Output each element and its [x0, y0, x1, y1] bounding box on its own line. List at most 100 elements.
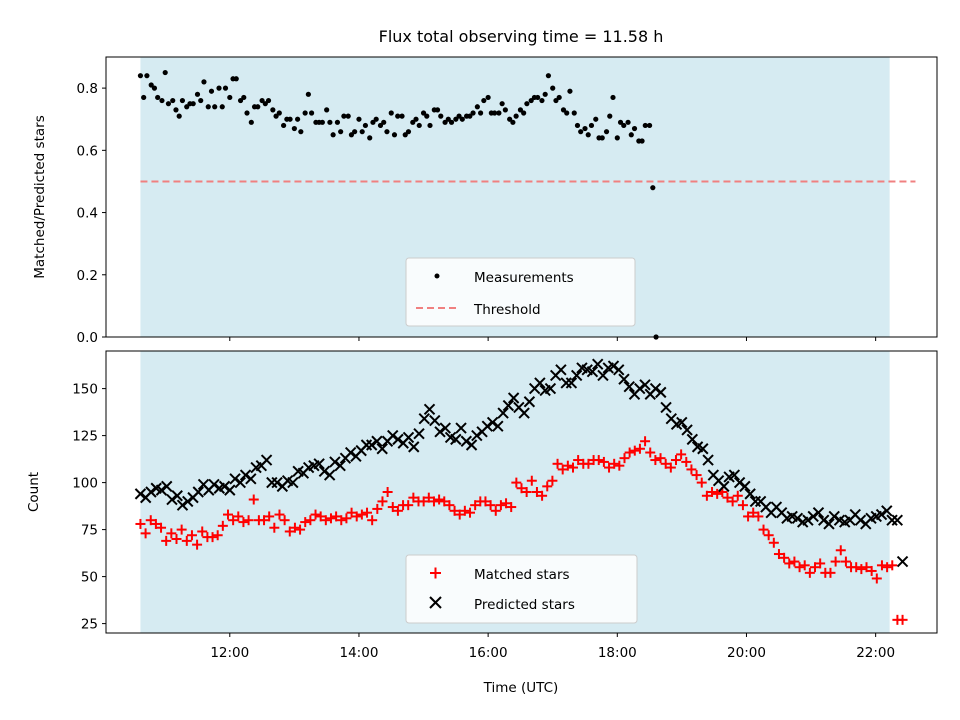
measurement-point [237, 97, 244, 104]
top-ytick-label: 0.2 [77, 268, 98, 284]
matched-star-point [449, 505, 460, 516]
matched-star-point [284, 526, 295, 537]
matched-star-point [619, 453, 630, 464]
matched-star-point [624, 447, 635, 458]
matched-star-point [403, 500, 414, 511]
measurement-point [388, 110, 394, 116]
measurement-point [416, 122, 422, 129]
measurement-point [556, 94, 562, 101]
matched-star-point [737, 500, 748, 511]
predicted-star-point [460, 435, 473, 447]
predicted-star-point [818, 514, 830, 526]
bottom-axes-frame [105, 350, 938, 634]
measurement-point [324, 107, 330, 113]
bottom-xtick-label: 16:00 [469, 645, 508, 661]
matched-star-point [171, 534, 182, 544]
matched-star-point [851, 562, 862, 573]
matched-star-point [696, 477, 707, 488]
matched-star-point [660, 458, 671, 469]
measurement-point [205, 104, 211, 110]
measurement-point [521, 110, 527, 116]
predicted-star-point [597, 369, 609, 382]
legend-matched-marker [430, 567, 441, 579]
predicted-star-point [733, 476, 746, 489]
matched-star-point [897, 614, 908, 625]
measurement-point [334, 119, 341, 125]
measurement-point [162, 69, 168, 76]
predicted-star-point [676, 416, 688, 429]
matched-star-point [511, 477, 522, 488]
matched-star-point [670, 455, 681, 466]
matched-star-point [212, 530, 223, 541]
predicted-star-point [807, 510, 819, 523]
matched-star-point [145, 515, 156, 526]
measurement-point [276, 110, 282, 116]
bottom-ytick-label: 75 [81, 523, 98, 539]
measurement-point [287, 116, 293, 122]
matched-star-point [259, 515, 270, 526]
predicted-star-point [171, 490, 183, 502]
measurement-point [560, 107, 567, 113]
measurement-point [413, 116, 419, 122]
measurement-point [262, 101, 268, 107]
measurement-point [273, 113, 279, 119]
measurement-point [470, 110, 476, 116]
matched-star-point [233, 511, 244, 522]
measurement-point [539, 97, 545, 104]
measurement-point [201, 79, 207, 85]
matched-star-point [516, 483, 527, 494]
measurement-point [330, 132, 336, 138]
measurement-point [599, 135, 605, 141]
bottom-axis-ticks: 25 50 75 100 125 150 12:00 14:00 16:00 18:00 20:00… [72, 382, 895, 661]
predicted-star-point [450, 433, 462, 446]
predicted-star-point [413, 428, 425, 440]
predicted-star-point [544, 382, 557, 395]
predicted-star-point [486, 416, 499, 429]
measurement-point [424, 113, 430, 119]
measurement-point [395, 113, 401, 119]
matched-star-point [408, 492, 419, 503]
matched-star-point [614, 460, 625, 471]
chart-title: Flux total observing time = 11.58 h [379, 27, 664, 46]
bottom-xtick-label: 22:00 [856, 645, 895, 661]
measurement-point [219, 104, 225, 110]
matched-star-point [459, 505, 470, 516]
predicted-star-point [392, 433, 404, 446]
measurement-point [255, 104, 261, 110]
predicted-star-point [408, 441, 420, 453]
matched-star-point [150, 518, 161, 529]
matched-star-point [269, 522, 280, 533]
matched-star-point [665, 462, 676, 473]
top-ytick-label: 0.6 [77, 143, 98, 159]
matched-star-point [274, 509, 285, 520]
top-ytick-label: 0.4 [77, 206, 98, 222]
measurement-point [141, 94, 147, 101]
measurement-point [448, 119, 455, 125]
top-ytick-label: 0.8 [77, 81, 98, 97]
matched-star-point [387, 502, 398, 513]
matched-star-point [305, 515, 316, 526]
predicted-star-point [271, 476, 283, 489]
predicted-star-point [329, 456, 341, 468]
measurement-point [502, 107, 508, 113]
predicted-star-point [465, 439, 478, 451]
matched-star-point [856, 564, 867, 575]
matched-star-point [727, 496, 738, 507]
predicted-star-point [418, 412, 430, 425]
matched-star-point [557, 464, 568, 475]
matched-star-point [871, 573, 882, 584]
measurement-point [302, 110, 308, 116]
measurement-point [621, 122, 627, 129]
matched-star-point [454, 509, 465, 520]
predicted-star-point [402, 431, 415, 444]
predicted-star-point [365, 439, 378, 451]
matched-star-point [315, 511, 326, 522]
matched-star-point [784, 558, 795, 569]
measurement-point [377, 122, 384, 129]
matched-star-point [707, 487, 718, 497]
predicted-star-point [313, 458, 325, 470]
matched-star-point [743, 511, 754, 522]
predicted-star-point [471, 429, 483, 442]
bottom-ytick-label: 25 [81, 617, 98, 633]
